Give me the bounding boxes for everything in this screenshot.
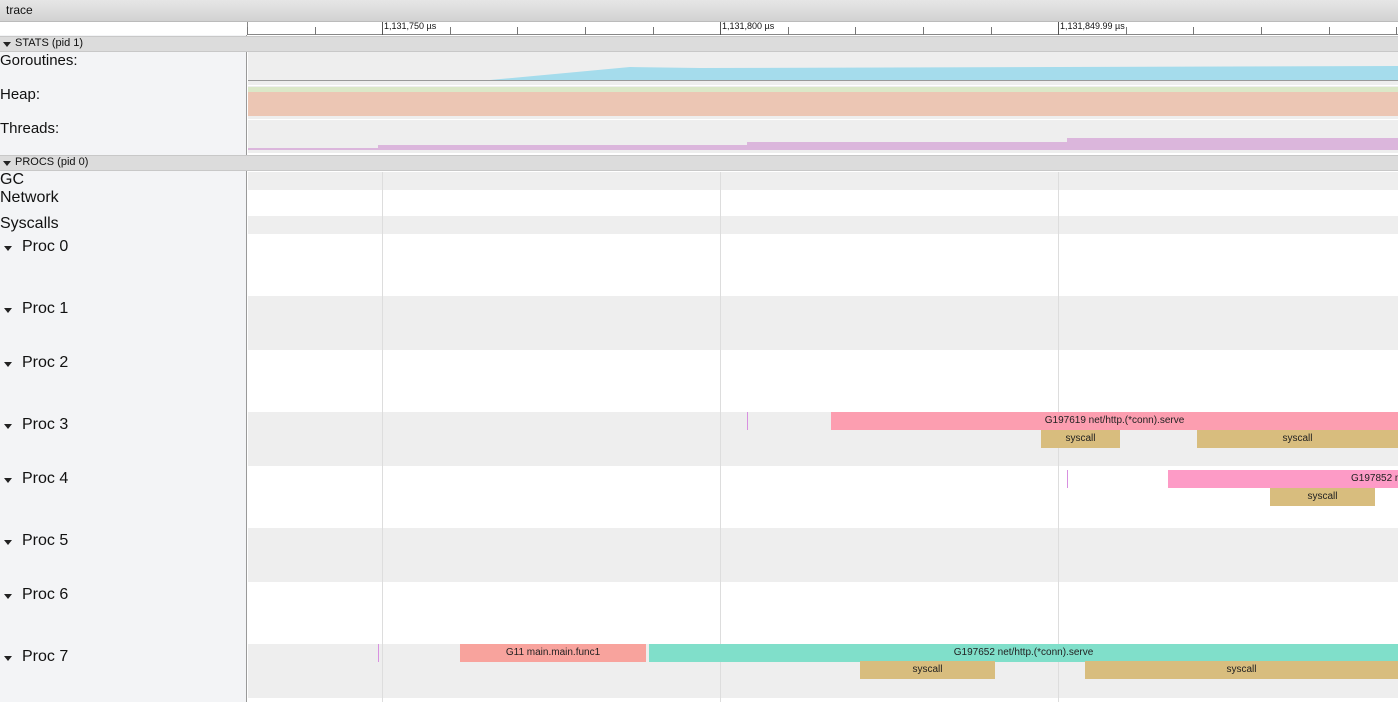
track-label: GC [0, 171, 24, 188]
slice[interactable]: syscall [1270, 488, 1375, 506]
track [248, 350, 1398, 412]
ruler-label: 1,131,849.99 µs [1060, 21, 1125, 31]
ruler-minor-tick [517, 27, 519, 35]
proc-label: Proc 5 [22, 532, 69, 549]
proc-label: Proc 0 [22, 238, 69, 255]
heap-area-next [248, 87, 1398, 92]
track [248, 172, 1398, 190]
ruler-minor-tick [449, 27, 451, 35]
ruler-minor-tick [1261, 27, 1262, 35]
counter-label: Goroutines: [0, 52, 78, 69]
track-label: Syscalls [0, 215, 59, 232]
ruler-minor-tick [314, 27, 316, 35]
goroutines-baseline [248, 80, 1398, 81]
expand-toggle[interactable] [4, 594, 12, 599]
proc-label: Proc 6 [22, 586, 69, 603]
section-label: PROCS (pid 0) [15, 156, 89, 168]
slice[interactable]: syscall [1085, 661, 1398, 679]
proc-label: Proc 7 [22, 648, 69, 665]
threads-area [248, 138, 1398, 150]
track [248, 528, 1398, 582]
goroutines-area [490, 66, 1398, 80]
counter-label: Threads: [0, 120, 60, 137]
slice[interactable]: G197619 net/http.(*conn).serve [831, 412, 1398, 430]
track [248, 216, 1398, 234]
proc-label: Proc 2 [22, 354, 69, 371]
expand-toggle[interactable] [4, 308, 12, 313]
slice[interactable]: syscall [1041, 430, 1120, 448]
ruler-major-tick [720, 22, 721, 35]
expand-toggle[interactable] [4, 424, 12, 429]
slice[interactable]: syscall [860, 661, 995, 679]
track [248, 296, 1398, 350]
section-header [0, 36, 1398, 52]
track-label: Network [0, 189, 59, 206]
ruler-minor-tick [923, 27, 924, 35]
ruler-minor-tick [585, 27, 586, 35]
slice[interactable]: G197852 n [1168, 470, 1398, 488]
heap-area [248, 92, 1398, 116]
section-header [0, 155, 1398, 171]
ruler-major-tick [1058, 22, 1059, 35]
ruler-minor-tick [1193, 27, 1195, 35]
expand-toggle[interactable] [4, 656, 12, 661]
track [248, 234, 1398, 296]
counter-label: Heap: [0, 86, 41, 103]
counter-graphs [248, 66, 1398, 150]
ruler-minor-tick [1125, 27, 1127, 35]
event-marker [747, 412, 748, 430]
event-marker [378, 644, 379, 662]
expand-toggle[interactable] [4, 478, 12, 483]
title-bar [0, 0, 1398, 22]
expand-toggle[interactable] [4, 246, 12, 251]
event-marker [1067, 470, 1068, 488]
ruler-minor-tick [855, 27, 857, 35]
left-panel [0, 35, 247, 702]
proc-label: Proc 3 [22, 416, 69, 433]
ruler-minor-tick [990, 27, 992, 35]
ruler-minor-tick [1396, 27, 1398, 35]
expand-toggle[interactable] [4, 540, 12, 545]
slice[interactable]: syscall [1197, 430, 1398, 448]
ruler-minor-tick [1328, 27, 1330, 35]
grid-line [720, 172, 721, 702]
ruler-major-tick [382, 22, 383, 35]
expand-toggle[interactable] [3, 42, 11, 47]
track [248, 190, 1398, 216]
slice[interactable]: G197652 net/http.(*conn).serve [649, 644, 1398, 662]
expand-toggle[interactable] [4, 362, 12, 367]
slice[interactable]: G11 main.main.func1 [460, 644, 646, 662]
section-label: STATS (pid 1) [15, 37, 84, 49]
expand-toggle[interactable] [3, 161, 11, 166]
proc-label: Proc 4 [22, 470, 69, 487]
ruler-minor-tick [652, 27, 654, 35]
title: trace [6, 3, 33, 17]
ruler-minor-tick [247, 27, 248, 35]
ruler-label: 1,131,800 µs [722, 21, 775, 31]
ruler-label: 1,131,750 µs [384, 21, 437, 31]
grid-line [382, 172, 383, 702]
track [248, 582, 1398, 644]
ruler-minor-tick [787, 27, 789, 35]
proc-label: Proc 1 [22, 300, 69, 317]
